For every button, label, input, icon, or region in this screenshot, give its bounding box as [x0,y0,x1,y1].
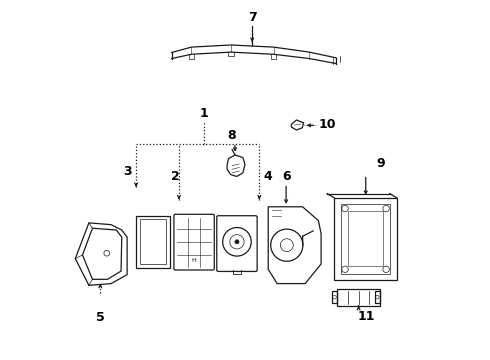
Text: 10: 10 [318,118,336,131]
Text: 9: 9 [376,157,385,170]
Text: 6: 6 [282,170,291,183]
Text: 8: 8 [227,129,236,142]
Text: 7: 7 [248,11,257,24]
Text: 5: 5 [96,311,105,324]
Text: 4: 4 [264,170,272,183]
Text: 1: 1 [199,107,208,120]
Text: 2: 2 [171,170,180,183]
Circle shape [235,240,239,244]
Text: 11: 11 [358,310,375,323]
Text: 3: 3 [123,165,131,177]
Text: H: H [192,258,196,263]
